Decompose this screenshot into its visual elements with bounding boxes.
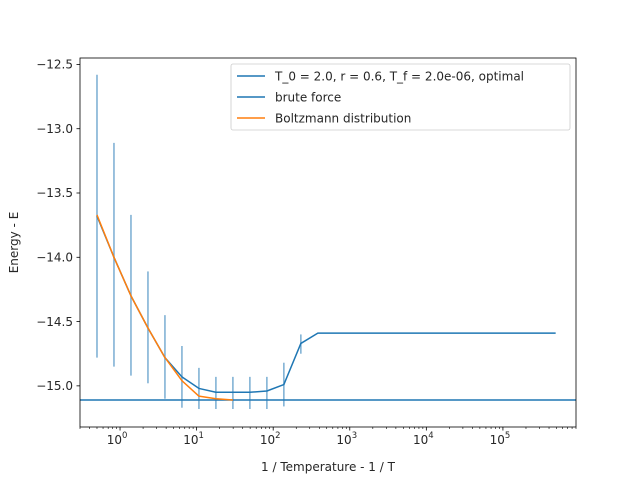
x-tick-label-exponent: 3 <box>352 431 357 441</box>
legend-box <box>230 63 571 131</box>
x-tick-label-base: 10 <box>336 433 351 447</box>
x-tick-label-exponent: 0 <box>122 431 127 441</box>
plot-area <box>80 74 576 409</box>
x-tick-label-base: 10 <box>183 433 198 447</box>
y-axis-title: Energy - E <box>7 212 21 274</box>
x-axis-title: 1 / Temperature - 1 / T <box>261 460 396 474</box>
x-tick-label: 104 <box>413 431 434 447</box>
x-tick-label: 103 <box>336 431 357 447</box>
y-tick-label: −12.5 <box>36 58 73 72</box>
boltzmann-series-line <box>96 214 233 401</box>
x-tick-label-exponent: 2 <box>275 431 280 441</box>
x-tick-label: 105 <box>490 431 511 447</box>
y-tick-label: −13.0 <box>36 122 73 136</box>
y-tick-label: −13.5 <box>36 186 73 200</box>
x-tick-label: 100 <box>107 431 128 447</box>
x-tick-label-base: 10 <box>413 433 428 447</box>
x-tick-label-exponent: 5 <box>505 431 510 441</box>
x-tick-label: 101 <box>183 431 204 447</box>
axes-frame <box>79 57 577 428</box>
x-tick-label-base: 10 <box>490 433 505 447</box>
y-axis: −12.5 −13.0 −13.5 −14.0 −14.5 −15.0 <box>36 58 80 393</box>
y-tick-label: −14.5 <box>36 315 73 329</box>
x-tick-label-exponent: 1 <box>199 431 204 441</box>
annealing-series-line <box>96 215 556 394</box>
y-tick-label: −15.0 <box>36 379 73 393</box>
x-tick-label-exponent: 4 <box>428 431 433 441</box>
legend-label: T_0 = 2.0, r = 0.6, T_f = 2.0e-06, optim… <box>274 69 524 83</box>
legend: T_0 = 2.0, r = 0.6, T_f = 2.0e-06, optim… <box>230 63 571 131</box>
x-tick-label-base: 10 <box>260 433 275 447</box>
x-tick-label: 102 <box>260 431 281 447</box>
legend-label: brute force <box>275 90 341 104</box>
legend-label: Boltzmann distribution <box>275 111 411 125</box>
x-axis: 100 101 102 103 104 105 <box>79 427 577 447</box>
y-tick-label: −14.0 <box>36 250 73 264</box>
x-tick-label-base: 10 <box>107 433 122 447</box>
plot-clip-group <box>80 74 576 409</box>
